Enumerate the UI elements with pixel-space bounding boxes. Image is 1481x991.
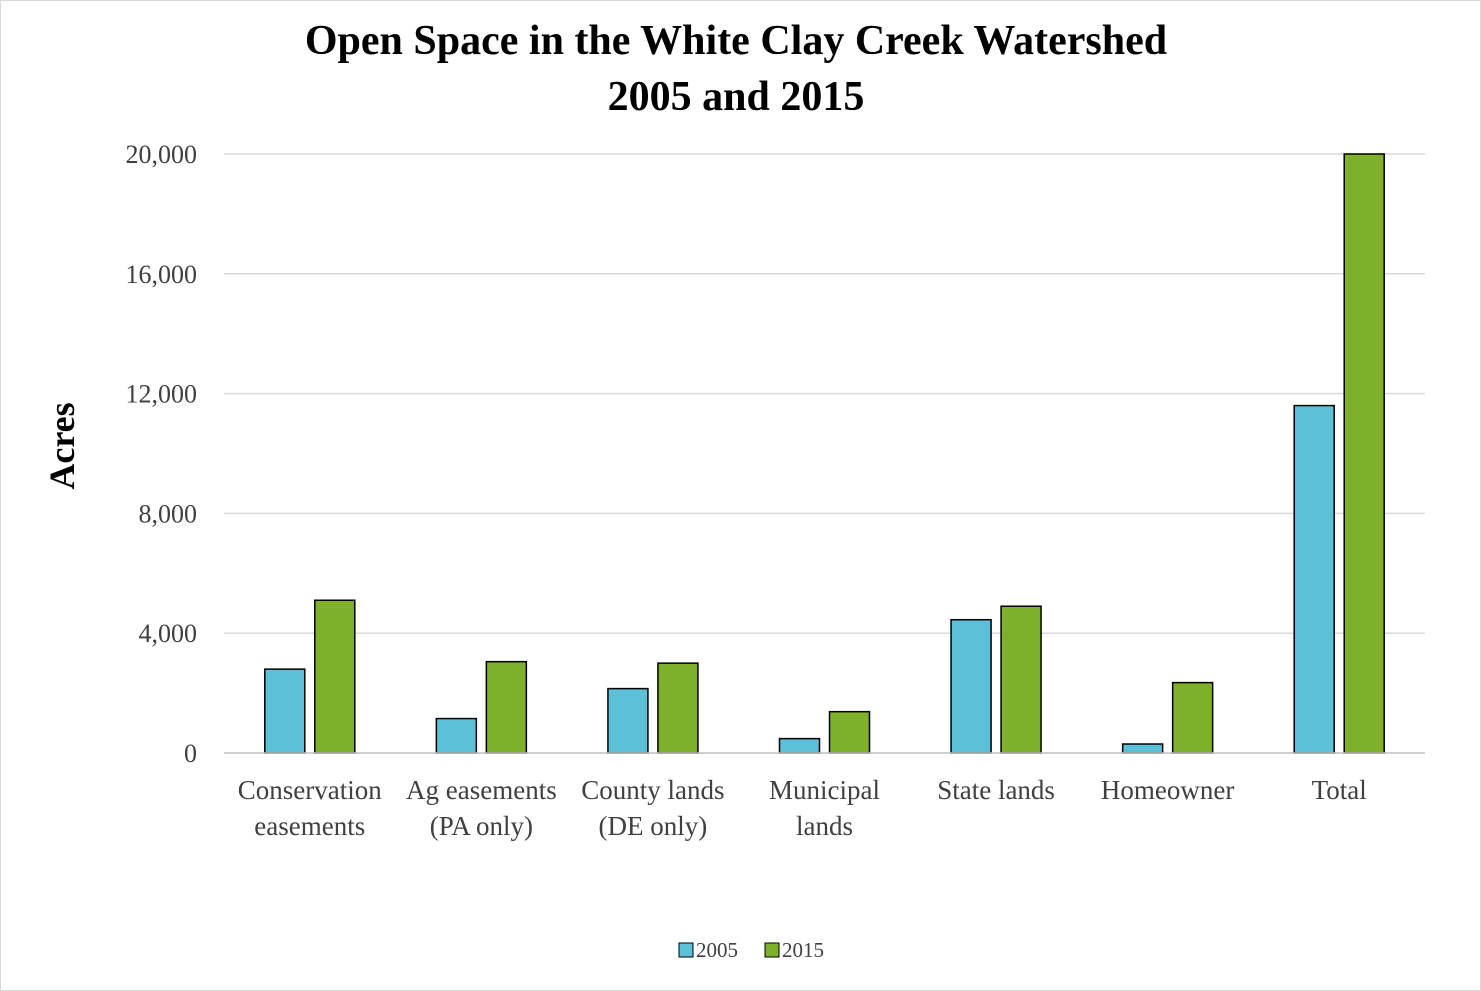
x-category-label: Ag easements [406,775,557,805]
x-axis-categories: Conservation easements Ag easements (PA onl… [238,775,1367,841]
chart-title: Open Space in the White Clay Creek Water… [305,18,1167,120]
bar-2015-1 [485,660,528,754]
y-tick-label: 0 [184,739,197,768]
chart-title-line-2: 2005 and 2015 [608,74,865,120]
bar-2005-5 [1121,743,1164,754]
legend-swatch-2015 [764,942,780,958]
x-category-label: lands [796,811,853,841]
x-category-label: Total [1312,775,1367,805]
bar-2005-4 [950,618,992,754]
bar-2015-0 [314,599,356,754]
bar-2005-3 [778,737,821,754]
y-axis-ticks: 0 4,000 8,000 12,000 16,000 20,000 [126,140,198,768]
y-tick-label: 20,000 [126,140,198,169]
y-tick-label: 12,000 [126,380,198,409]
x-category-label: (DE only) [599,811,708,841]
bar-2005-2 [607,687,649,754]
y-tick-label: 8,000 [139,499,198,528]
bars [264,153,1385,754]
legend-swatch-2005 [678,942,694,958]
y-tick-label: 16,000 [126,260,198,289]
chart-title-line-1: Open Space in the White Clay Creek Water… [305,18,1167,64]
bar-2015-5 [1171,681,1214,754]
bar-2015-6 [1343,153,1385,754]
x-category-label: Municipal [769,775,880,805]
bar-2005-6 [1293,404,1335,754]
y-tick-label: 4,000 [139,619,198,648]
gridlines [224,153,1425,634]
legend: 2005 2015 [678,938,824,962]
x-category-label: easements [254,811,365,841]
x-category-label: Homeowner [1101,775,1234,805]
bar-2005-0 [264,668,306,754]
legend-label-2015: 2015 [782,938,824,962]
bar-2015-3 [828,710,871,754]
x-category-label: County lands [581,775,724,805]
x-category-label: (PA only) [430,811,533,841]
legend-label-2005: 2005 [696,938,738,962]
x-category-label: State lands [937,775,1055,805]
y-axis-label: Acres [42,402,82,489]
bar-2015-2 [657,662,699,754]
x-category-label: Conservation [238,775,382,805]
bar-2015-4 [1000,605,1042,754]
bar-2005-1 [435,717,478,754]
